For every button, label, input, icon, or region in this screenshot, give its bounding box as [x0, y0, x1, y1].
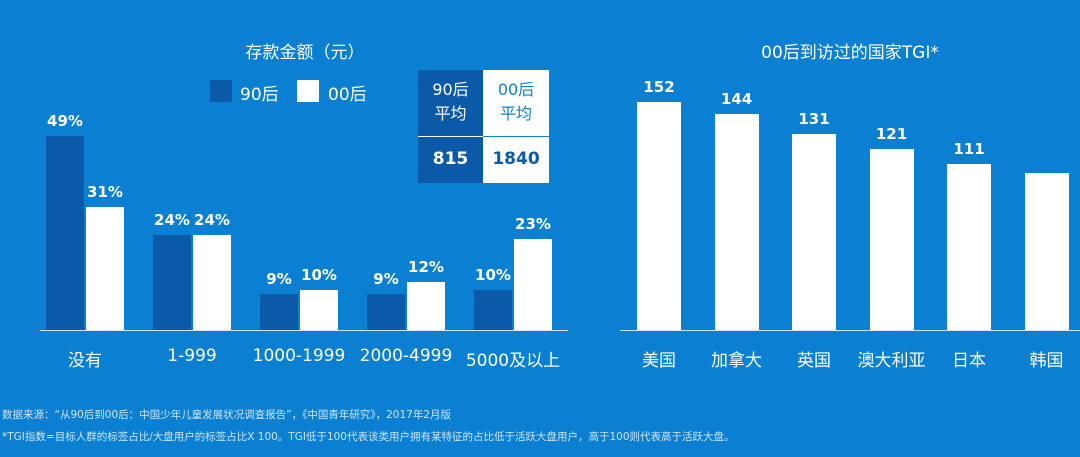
bar-90: [367, 294, 405, 330]
tgi-label: 111: [953, 139, 985, 158]
bar-label: 24%: [154, 210, 190, 229]
category-label: 韩国: [1029, 351, 1064, 371]
bar-label: 10%: [301, 266, 337, 285]
footnote-tgi: *TGI指数=目标人群的标签占比/大盘用户的标签占比X 100。TGI低于100…: [2, 431, 735, 443]
category-label: 1-999: [167, 346, 217, 366]
avg-90-header2: 平均: [434, 104, 467, 123]
category-label: 美国: [642, 351, 676, 371]
bar-label: 49%: [47, 111, 83, 130]
avg-00-cell: 00后 平均 1840: [483, 70, 549, 183]
avg-00-header2: 平均: [499, 104, 532, 123]
category-label: 澳大利亚: [857, 351, 926, 371]
bar-00: [514, 238, 552, 330]
avg-90-cell: 90后 平均 815: [418, 70, 483, 183]
tgi-label: 131: [798, 109, 830, 128]
tgi-bar: [792, 133, 836, 330]
avg-00-header: 00后: [497, 80, 535, 99]
bar-label: 9%: [373, 270, 399, 289]
avg-00-value: 1840: [483, 136, 549, 169]
bar-00: [86, 207, 124, 330]
bar-label: 24%: [194, 210, 230, 229]
avg-90-header: 90后: [432, 80, 469, 99]
legend-swatch-90: [210, 80, 232, 102]
left-baseline: [40, 330, 568, 331]
tgi-label: 152: [643, 78, 675, 96]
bar-label: 10%: [475, 266, 511, 285]
category-label: 加拿大: [711, 351, 762, 371]
footnote-source: 数据来源：“从90后到00后：中国少年儿童发展状况调查报告”，《中国青年研究》，…: [2, 409, 452, 421]
tgi-bar: [637, 102, 681, 330]
bar-00: [407, 282, 445, 330]
bar-90: [260, 294, 298, 330]
right-chart-title: 00后到访过的国家TGI*: [761, 43, 939, 63]
tgi-bar: [714, 114, 759, 330]
category-label: 2000-4999: [359, 346, 453, 366]
bar-label: 23%: [515, 214, 551, 233]
tgi-bar: [1024, 172, 1069, 330]
category-label: 1000-1999: [252, 346, 346, 366]
bar-90: [153, 234, 191, 330]
category-label: 英国: [797, 351, 831, 371]
bar-label: 31%: [87, 183, 123, 202]
category-label: 5000及以上: [465, 351, 561, 371]
category-label: 日本: [952, 351, 986, 371]
legend-label-90: 90后: [240, 85, 279, 105]
left-chart-title: 存款金额（元）: [245, 43, 365, 63]
tgi-label: 121: [875, 124, 908, 143]
bar-00: [300, 290, 338, 330]
legend-label-00: 00后: [328, 85, 367, 105]
tgi-bar: [947, 163, 991, 330]
category-label: 没有: [68, 351, 102, 371]
right-baseline: [620, 330, 1080, 331]
tgi-label: 144: [720, 90, 753, 108]
legend-swatch-00: [297, 80, 319, 102]
tgi-bar: [869, 148, 914, 330]
bar-90: [46, 135, 84, 330]
bar-90: [474, 290, 512, 330]
bar-label: 9%: [266, 270, 292, 289]
bar-label: 12%: [408, 258, 444, 277]
avg-90-value: 815: [418, 136, 483, 169]
bar-00: [193, 234, 231, 330]
